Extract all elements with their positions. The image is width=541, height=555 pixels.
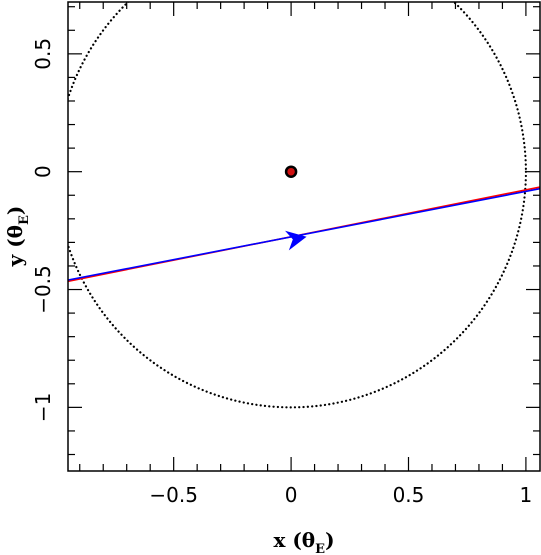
x-tick-labels: −0.5 0 0.5 1 — [149, 483, 532, 507]
einstein-ring — [68, 2, 527, 409]
y-axis-title-close: ) — [3, 206, 27, 215]
trajectory-line-blue — [68, 187, 540, 281]
y-axis-title: y (θE) — [3, 206, 32, 268]
y-tick-label: −1 — [31, 393, 55, 422]
y-tick-labels: 0.5 0 −0.5 −1 — [31, 38, 55, 422]
x-tick-label: 1 — [520, 483, 533, 507]
y-tick-label: −0.5 — [31, 265, 55, 314]
x-tick-label: 0.5 — [393, 483, 425, 507]
y-axis-title-main: y (θ — [3, 225, 27, 267]
y-tick-label: 0 — [31, 165, 55, 178]
ticks-layer — [68, 2, 540, 471]
x-axis-title-main: x (θ — [273, 528, 315, 552]
direction-arrow — [285, 230, 307, 251]
lens-marker — [284, 165, 298, 178]
x-tick-label: −0.5 — [149, 483, 198, 507]
x-axis-title: x (θE) — [273, 528, 334, 555]
x-axis-title-subscript: E — [315, 542, 325, 555]
x-tick-label: 0 — [285, 483, 298, 507]
y-tick-label: 0.5 — [31, 38, 55, 70]
x-axis-title-close: ) — [325, 528, 334, 552]
y-axis-title-subscript: E — [17, 215, 32, 225]
plot-frame — [67, 1, 541, 472]
data-layer — [68, 2, 540, 409]
